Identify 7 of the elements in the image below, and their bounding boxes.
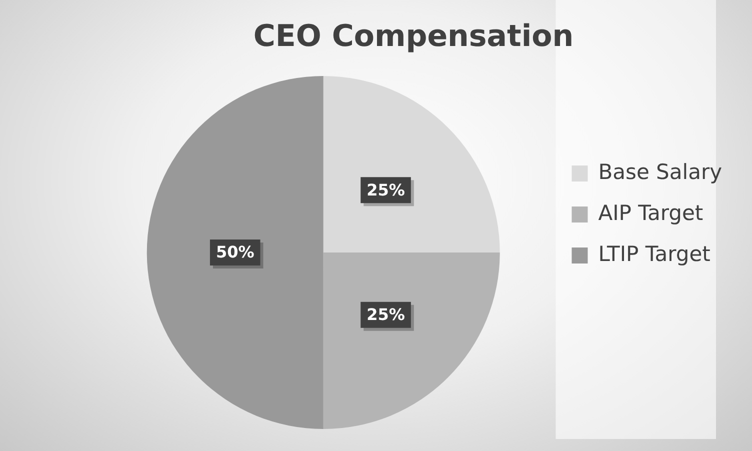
legend-label: LTIP Target [598,242,710,266]
data-label: 25% [366,180,405,200]
data-label: 25% [366,305,405,324]
legend-label: AIP Target [598,200,704,225]
legend-label: Base Salary [598,160,722,184]
data-label: 50% [216,242,254,262]
chart-title: CEO Compensation [253,18,574,54]
